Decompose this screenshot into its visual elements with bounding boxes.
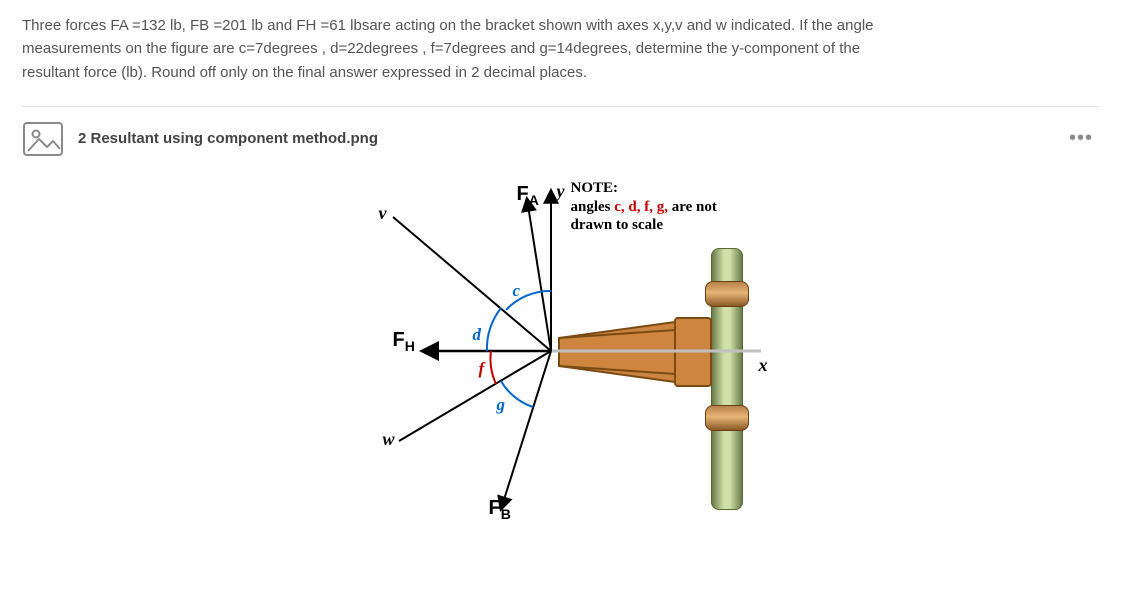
- attachment-filename: 2 Resultant using component method.png: [78, 130, 378, 147]
- force-fa-label: FA: [517, 183, 539, 208]
- attachment-menu-icon[interactable]: •••: [1063, 127, 1099, 150]
- angle-g-label: g: [497, 395, 506, 415]
- figure-diagram: NOTE: angles c, d, f, g, are not drawn t…: [321, 173, 801, 533]
- axis-v-label: v: [379, 203, 387, 224]
- axis-y-label: y: [557, 181, 565, 202]
- force-fh-label: FH: [393, 329, 415, 354]
- angle-d-label: d: [473, 325, 482, 345]
- angle-c-label: c: [513, 281, 521, 301]
- note-line1: angles c, d, f, g, are not: [571, 199, 717, 215]
- figure-note: NOTE: angles c, d, f, g, are not drawn t…: [571, 179, 717, 235]
- angle-f-label: f: [479, 359, 485, 379]
- axis-x-label: x: [759, 355, 768, 376]
- image-file-icon: [22, 121, 64, 157]
- axis-w-label: w: [383, 429, 395, 450]
- force-fb-label: FB: [489, 497, 511, 522]
- question-text: Three forces FA =132 lb, FB =201 lb and …: [22, 14, 1099, 84]
- attachment-row: 2 Resultant using component method.png •…: [22, 106, 1099, 161]
